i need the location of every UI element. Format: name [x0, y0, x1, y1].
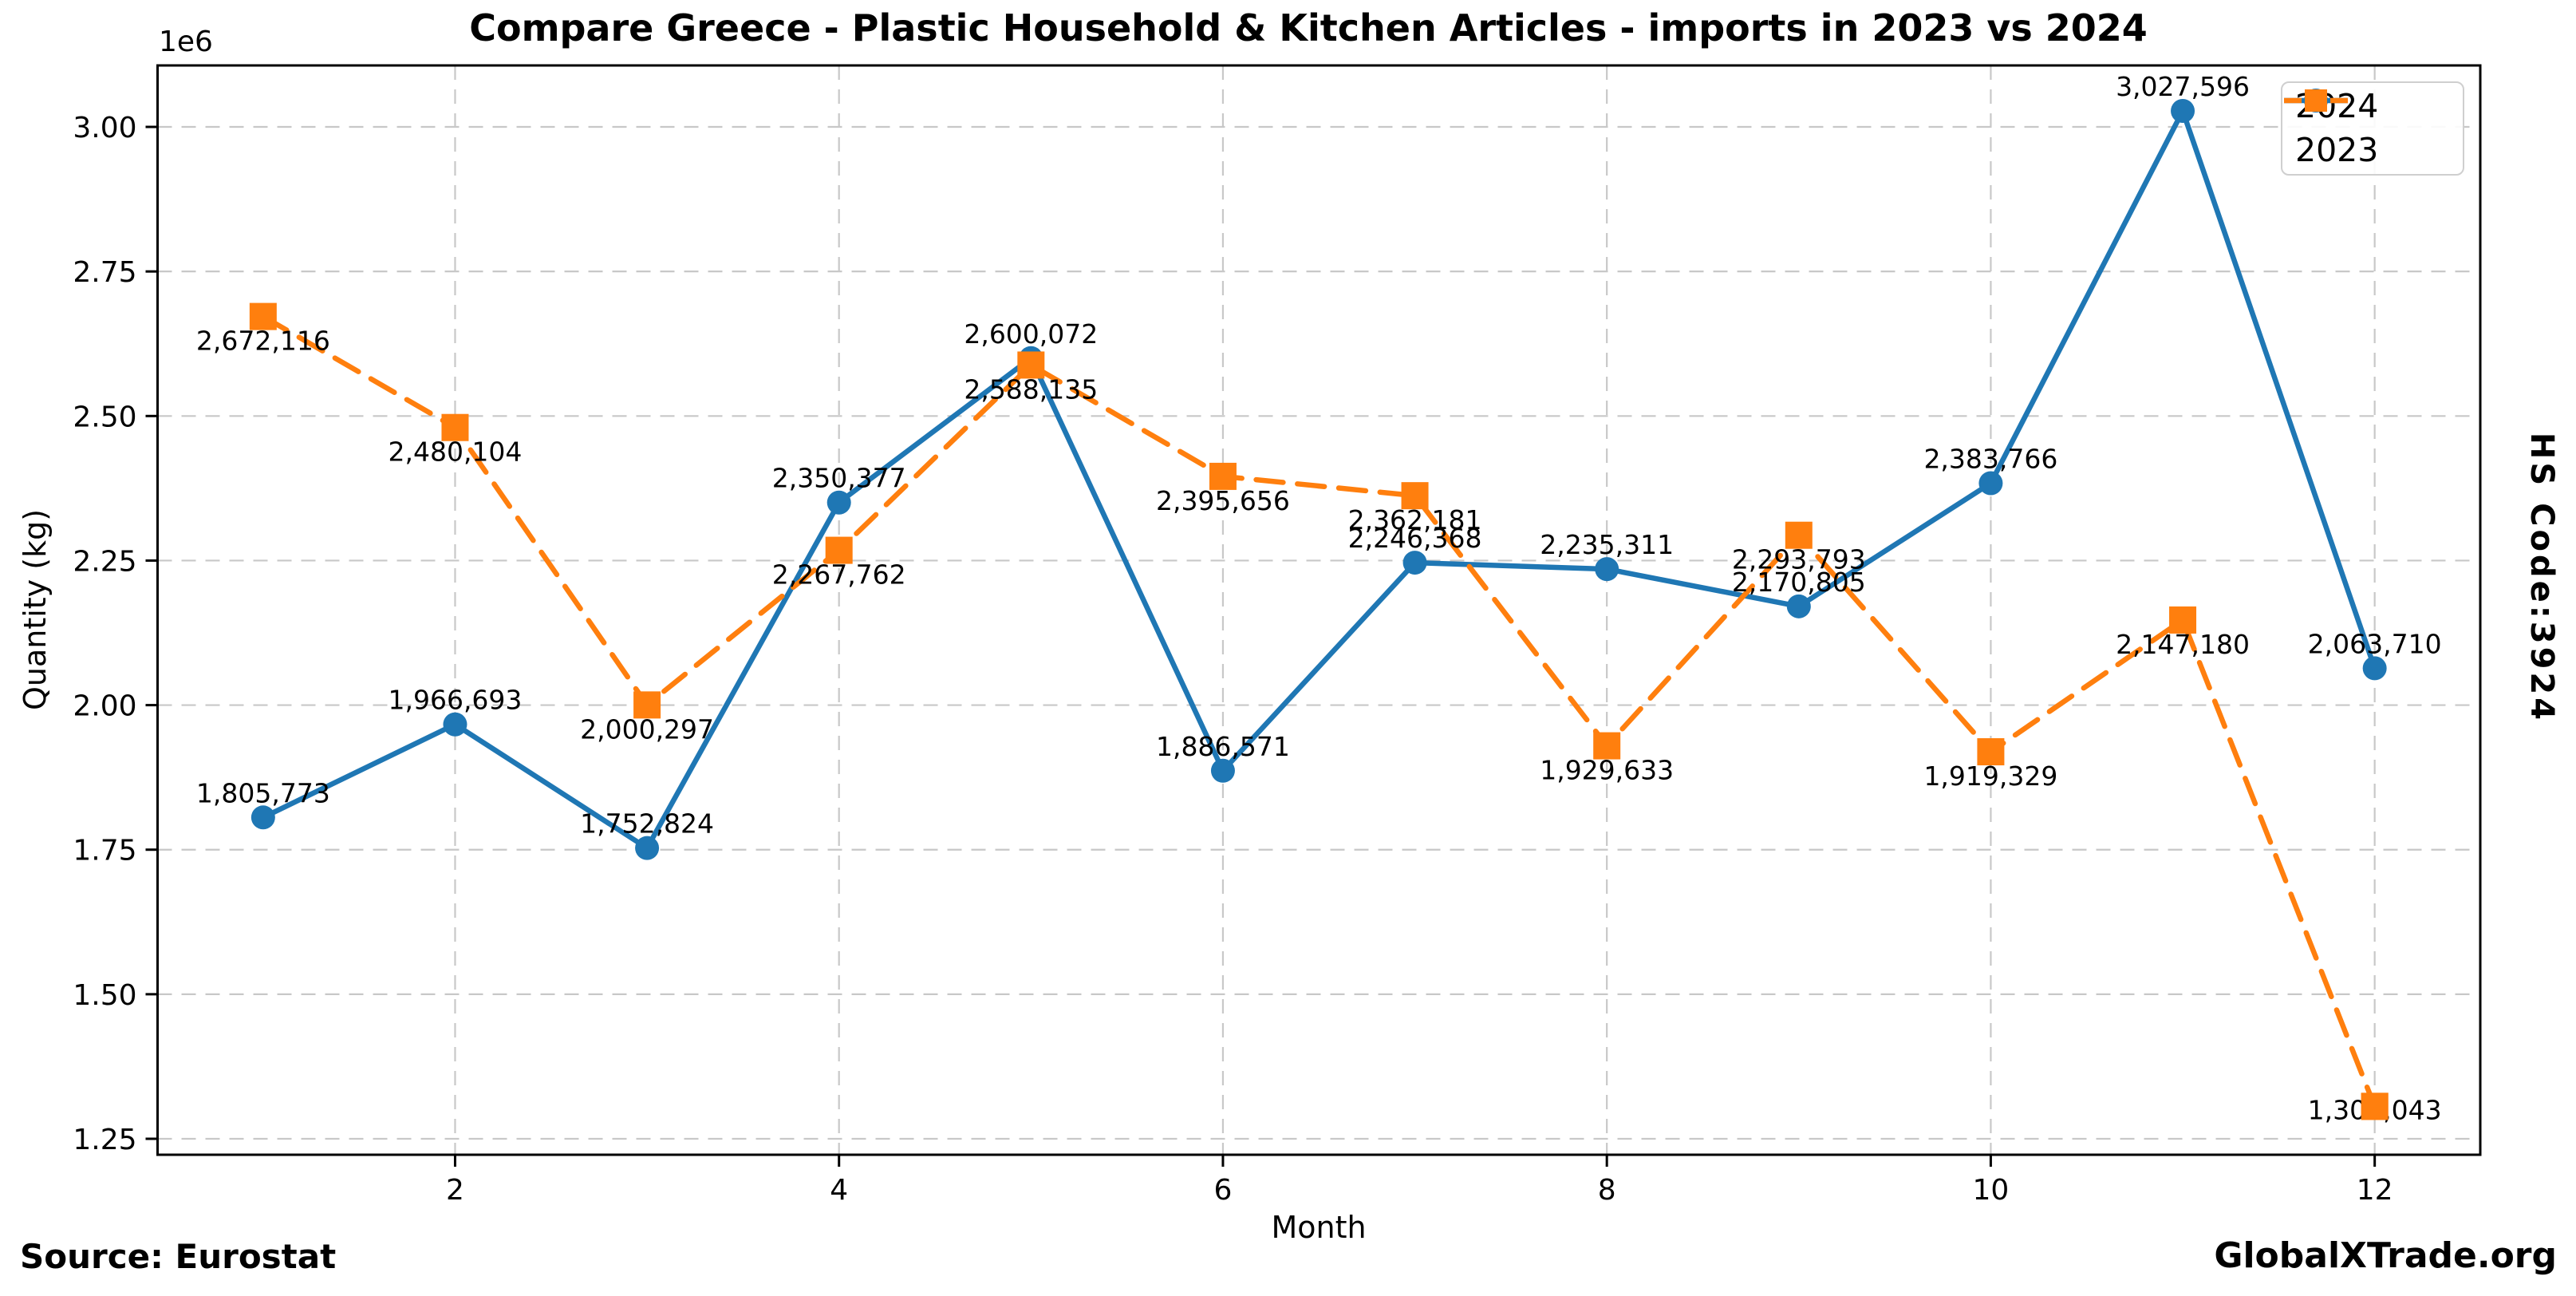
- marker-square-2023: [633, 691, 661, 719]
- marker-square-2023: [441, 413, 469, 441]
- marker-square-2023: [1785, 521, 1813, 549]
- source-credit: Source: Eurostat: [20, 1237, 337, 1276]
- marker-circle-2024: [826, 490, 851, 515]
- chart-title: Compare Greece - Plastic Household & Kit…: [469, 6, 2148, 49]
- y-tick-label: 1.25: [73, 1124, 136, 1156]
- point-label-2024: 2,235,311: [1540, 529, 1674, 560]
- marker-circle-2024: [2362, 656, 2387, 681]
- marker-circle-2024: [2171, 99, 2195, 124]
- y-tick-label: 2.75: [73, 256, 136, 289]
- x-axis-label: Month: [1271, 1210, 1367, 1245]
- point-label-2023: 2,293,793: [1732, 544, 1866, 575]
- point-label-2024: 2,350,377: [772, 463, 906, 494]
- x-tick-label: 12: [2357, 1174, 2393, 1207]
- marker-square-2023: [1593, 732, 1621, 760]
- point-label-2023: 1,929,633: [1540, 755, 1674, 786]
- y-tick-label: 1.50: [73, 979, 136, 1012]
- marker-circle-2024: [635, 836, 660, 860]
- point-label-2023: 2,147,180: [2116, 629, 2250, 660]
- point-label-2024: 3,027,596: [2116, 71, 2250, 102]
- series-line-2023: [260, 314, 2377, 1109]
- marker-square-2023: [249, 302, 277, 330]
- marker-circle-2024: [443, 712, 467, 737]
- y-axis-label: Quantity (kg): [18, 508, 53, 711]
- point-label-2023: 2,480,104: [388, 437, 522, 468]
- point-label-2023: 2,672,116: [196, 326, 330, 357]
- point-label-2024: 2,600,072: [964, 318, 1098, 350]
- point-label-2023: 2,000,297: [580, 713, 714, 745]
- marker-square-2023: [1977, 738, 2005, 766]
- legend-label-2023: 2023: [2295, 130, 2379, 169]
- y-tick-label: 2.00: [73, 690, 136, 723]
- marker-square-2023: [1017, 351, 1045, 379]
- point-label-2024: 1,752,824: [580, 808, 714, 840]
- point-label-2024: 2,383,766: [1923, 444, 2057, 475]
- point-label-2023: 2,395,656: [1156, 485, 1290, 516]
- legend: 2024 2023: [2281, 81, 2464, 176]
- y-tick-label: 2.50: [73, 401, 136, 433]
- legend-sample-2023-dash-square-icon: [2284, 89, 2348, 112]
- marker-circle-2024: [1595, 557, 1619, 582]
- marker-circle-2024: [250, 805, 275, 830]
- marker-square-2023: [1401, 482, 1429, 510]
- y-tick-label: 3.00: [73, 112, 136, 144]
- x-tick-label: 2: [446, 1174, 464, 1207]
- marker-circle-2024: [1786, 594, 1811, 618]
- hs-code-label: HS Code:3924: [2523, 432, 2560, 724]
- marker-circle-2024: [1402, 551, 1427, 575]
- point-label-2024: 2,246,368: [1348, 523, 1482, 554]
- point-label-2024: 2,063,710: [2308, 628, 2442, 659]
- point-label-2024: 1,886,571: [1156, 731, 1290, 762]
- point-label-2023: 2,362,181: [1348, 504, 1482, 535]
- x-tick-label: 8: [1598, 1174, 1616, 1207]
- point-label-2023: 1,919,329: [1923, 761, 2057, 792]
- marker-square-2023: [825, 536, 853, 564]
- x-tick-label: 4: [830, 1174, 848, 1207]
- x-tick-label: 10: [1973, 1174, 2010, 1207]
- point-label-2024: 1,966,693: [388, 685, 522, 716]
- series-line-2024: [260, 104, 2377, 852]
- legend-entry-2023: 2023: [2284, 89, 2463, 170]
- point-label-2023: 2,267,762: [772, 559, 906, 591]
- axes-frame: [156, 64, 2482, 1156]
- branding-text: GlobalXTrade.org: [2214, 1235, 2557, 1276]
- y-tick-label: 1.75: [73, 835, 136, 867]
- x-tick-label: 6: [1213, 1174, 1232, 1207]
- y-axis-offset-text: 1e6: [159, 26, 213, 58]
- point-label-2024: 2,170,805: [1732, 567, 1866, 598]
- marker-circle-2024: [1210, 758, 1235, 783]
- point-label-2024: 1,805,773: [196, 777, 330, 808]
- marker-circle-2024: [1978, 471, 2003, 496]
- point-label-2023: 2,588,135: [964, 373, 1098, 405]
- y-tick-label: 2.25: [73, 545, 136, 578]
- marker-square-2023-dec-top: [2361, 1093, 2389, 1120]
- marker-square-2023: [2169, 606, 2197, 634]
- marker-square-2023: [1209, 462, 1237, 490]
